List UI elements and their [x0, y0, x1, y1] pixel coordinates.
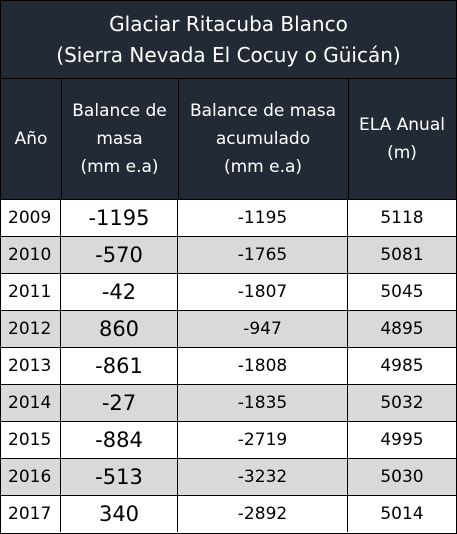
cell-cumulative-balance: -947 [178, 311, 348, 347]
cell-cumulative-balance: -3232 [178, 459, 348, 495]
cell-cumulative-balance: -1195 [178, 200, 348, 236]
table-header: Año Balance de masa (mm e.a) Balance de … [1, 79, 456, 200]
cell-year: 2015 [1, 422, 61, 458]
cell-cumulative-balance: -2892 [178, 496, 348, 532]
table-row: 2013 -861 -1808 4985 [1, 348, 456, 385]
cell-year: 2009 [1, 200, 61, 236]
header-divider [61, 79, 62, 199]
title-line-2: (Sierra Nevada El Cocuy o Güicán) [56, 42, 401, 67]
cell-year: 2013 [1, 348, 61, 384]
cell-ela: 5081 [380, 245, 424, 265]
table-row: 2015 -884 -2719 4995 [1, 422, 456, 459]
table-row: 2009 -1195 -1195 5118 [1, 200, 456, 237]
table-row: 2017 340 -2892 5014 [1, 496, 456, 533]
table-row: 2012 860 -947 4895 [1, 311, 456, 348]
cell-ela: 5030 [380, 467, 424, 487]
table-row: 2016 -513 -3232 5030 [1, 459, 456, 496]
cell-mass-balance: -513 [61, 459, 178, 495]
header-year: Año [14, 129, 48, 149]
cell-cumulative-balance: -1807 [178, 274, 348, 310]
cell-year: 2017 [1, 496, 61, 532]
header-divider [178, 79, 179, 199]
cell-mass-balance: 340 [61, 496, 178, 532]
table-row: 2014 -27 -1835 5032 [1, 385, 456, 422]
cell-ela: 4995 [380, 430, 424, 450]
cell-ela: 4895 [380, 319, 424, 339]
cell-year: 2011 [1, 274, 61, 310]
cell-mass-balance: -27 [61, 385, 178, 421]
table-body: 2009 -1195 -1195 5118 2010 -570 -1765 50… [1, 200, 456, 533]
cell-cumulative-balance: -1835 [178, 385, 348, 421]
cell-ela: 5045 [380, 282, 424, 302]
cell-ela: 4985 [380, 356, 424, 376]
cell-mass-balance: -884 [61, 422, 178, 458]
title-line-1: Glaciar Ritacuba Blanco [109, 11, 348, 36]
cell-mass-balance: -1195 [61, 200, 178, 236]
cell-year: 2016 [1, 459, 61, 495]
header-mass-balance: Balance de masa (mm e.a) [72, 101, 167, 177]
cell-mass-balance: -570 [61, 237, 178, 273]
cell-mass-balance: -861 [61, 348, 178, 384]
cell-year: 2010 [1, 237, 61, 273]
cell-year: 2012 [1, 311, 61, 347]
cell-cumulative-balance: -1808 [178, 348, 348, 384]
header-cumulative-balance: Balance de masa acumulado (mm e.a) [189, 101, 337, 177]
header-ela: ELA Anual (m) [359, 115, 445, 163]
cell-mass-balance: -42 [61, 274, 178, 310]
table-row: 2010 -570 -1765 5081 [1, 237, 456, 274]
cell-cumulative-balance: -1765 [178, 237, 348, 273]
cell-year: 2014 [1, 385, 61, 421]
cell-ela: 5118 [380, 208, 424, 228]
header-divider [348, 79, 349, 199]
cell-mass-balance: 860 [61, 311, 178, 347]
table-row: 2011 -42 -1807 5045 [1, 274, 456, 311]
cell-ela: 5014 [380, 504, 424, 524]
cell-ela: 5032 [380, 393, 424, 413]
cell-cumulative-balance: -2719 [178, 422, 348, 458]
table-title: Glaciar Ritacuba Blanco (Sierra Nevada E… [1, 1, 456, 79]
